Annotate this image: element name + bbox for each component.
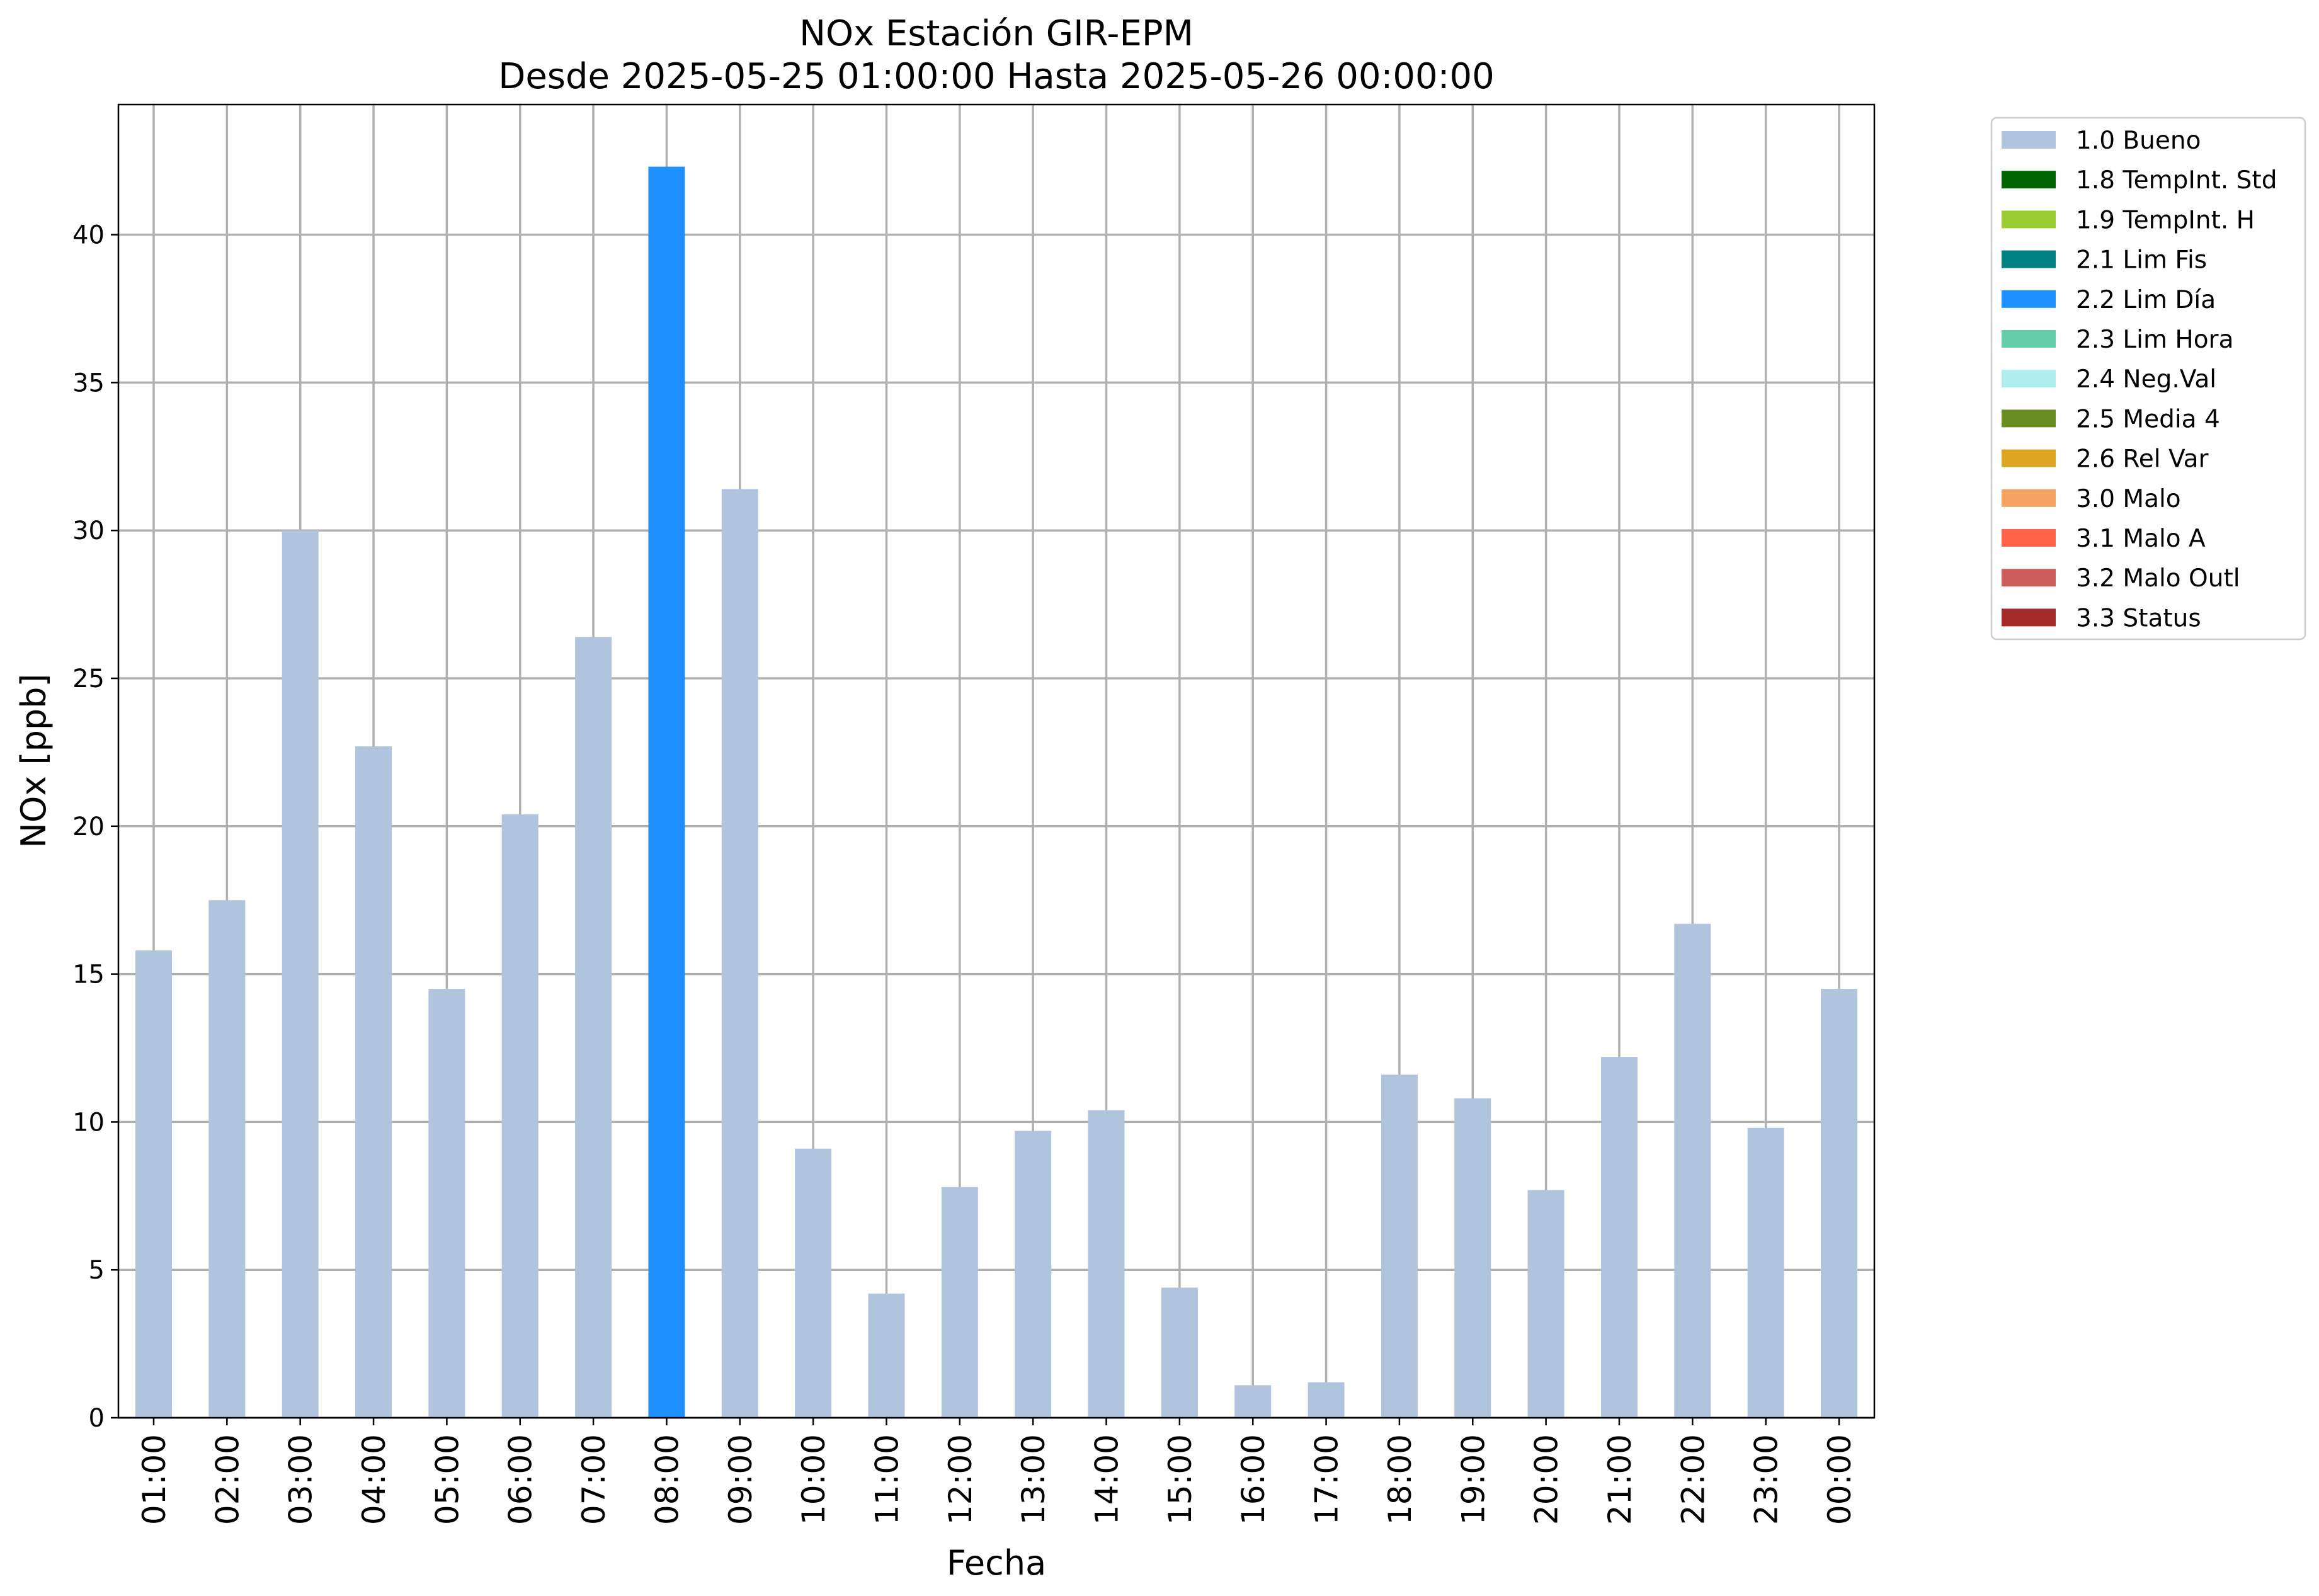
legend-label: 3.1 Malo A (2076, 525, 2206, 553)
legend-swatch (2002, 370, 2056, 388)
plot-frame (117, 103, 1876, 1419)
legend-label: 1.0 Bueno (2076, 127, 2201, 155)
bars (135, 166, 1857, 1418)
bar-0600 (501, 814, 538, 1418)
y-tick-label: 10 (72, 1108, 105, 1137)
legend-label: 1.9 TempInt. H (2076, 206, 2255, 234)
legend-swatch (2002, 569, 2056, 587)
bar-1500 (1161, 1287, 1198, 1418)
legend-label: 2.5 Media 4 (2076, 405, 2220, 433)
bar-0900 (721, 489, 758, 1418)
bar-1000 (795, 1148, 832, 1418)
x-tick-label: 09:00 (722, 1434, 759, 1525)
x-tick-label: 06:00 (503, 1434, 539, 1525)
y-tick-label: 20 (72, 812, 105, 841)
bar-0800 (648, 166, 685, 1418)
x-tick-label: 18:00 (1382, 1434, 1418, 1525)
x-axis-label: Fecha (947, 1543, 1046, 1583)
bar-1200 (941, 1187, 978, 1418)
x-tick-label: 11:00 (869, 1434, 905, 1525)
x-tick-label: 17:00 (1309, 1434, 1345, 1525)
legend-label: 3.3 Status (2076, 604, 2201, 632)
bar-0100 (135, 950, 172, 1418)
legend-swatch (2002, 290, 2056, 308)
bar-1700 (1308, 1382, 1345, 1418)
legend-label: 2.2 Lim Día (2076, 286, 2216, 314)
y-tick-label: 15 (72, 960, 105, 989)
legend-swatch (2002, 608, 2056, 627)
legend-label: 2.4 Neg.Val (2076, 365, 2216, 394)
legend-swatch (2002, 131, 2056, 149)
legend-swatch (2002, 529, 2056, 547)
x-axis-ticks: 01:00 02:00 03:00 04:00 05:00 06:00 07:00 08:00… (136, 1418, 1858, 1525)
x-tick-label: 10:00 (795, 1434, 832, 1525)
bar-2000 (1527, 1190, 1564, 1418)
bar-0700 (575, 637, 612, 1418)
legend-swatch (2002, 409, 2056, 428)
y-tick-label: 25 (72, 664, 105, 693)
x-tick-label: 03:00 (283, 1434, 319, 1525)
legend-swatch (2002, 250, 2056, 268)
y-axis-label: NOx [ppb] (14, 674, 54, 848)
y-tick-label: 0 (89, 1404, 105, 1433)
x-tick-label: 20:00 (1529, 1434, 1565, 1525)
chart-subtitle: Desde 2025-05-25 01:00:00 Hasta 2025-05-… (498, 56, 1495, 97)
x-tick-label: 07:00 (576, 1434, 612, 1525)
x-tick-label: 21:00 (1602, 1434, 1638, 1525)
legend-label: 2.6 Rel Var (2076, 445, 2209, 474)
plot-background (118, 105, 1874, 1418)
bar-2300 (1747, 1127, 1784, 1418)
legend-swatch (2002, 489, 2056, 507)
bar-0000 (1821, 989, 1857, 1418)
legend-swatch (2002, 330, 2056, 348)
bar-1400 (1088, 1110, 1125, 1418)
x-tick-label: 00:00 (1821, 1434, 1858, 1525)
x-tick-label: 04:00 (356, 1434, 392, 1525)
bar-1300 (1015, 1131, 1052, 1418)
legend-swatch (2002, 449, 2056, 467)
bar-1100 (868, 1293, 905, 1418)
bar-1800 (1381, 1074, 1418, 1418)
chart-title: NOx Estación GIR-EPM (799, 13, 1194, 54)
bar-1900 (1454, 1098, 1491, 1418)
legend-swatch (2002, 171, 2056, 189)
legend: 1.0 Bueno 1.8 TempInt. Std 1.9 TempInt. H 2… (1990, 117, 2306, 641)
legend-box (1990, 117, 2306, 641)
bar-0300 (282, 530, 319, 1418)
x-tick-label: 01:00 (136, 1434, 173, 1525)
y-tick-label: 35 (72, 368, 105, 397)
bar-0200 (208, 900, 246, 1418)
x-tick-label: 19:00 (1455, 1434, 1491, 1525)
y-axis-ticks: 0 5 10 15 20 25 30 35 40 (72, 221, 118, 1433)
x-tick-label: 08:00 (649, 1434, 685, 1525)
bar-0400 (355, 746, 392, 1418)
x-tick-label: 15:00 (1162, 1434, 1199, 1525)
y-tick-label: 40 (72, 221, 105, 250)
legend-label: 3.0 Malo (2076, 485, 2181, 513)
plot-area: 0 5 10 15 20 25 30 35 40 01:00 02:00 03:00 04:00 05:… (72, 103, 1876, 1525)
bar-2200 (1674, 923, 1711, 1418)
legend-label: 2.1 Lim Fis (2076, 246, 2207, 275)
y-tick-label: 5 (89, 1256, 105, 1285)
legend-label: 3.2 Malo Outl (2076, 564, 2240, 593)
bar-0500 (428, 989, 465, 1418)
bar-1600 (1234, 1385, 1272, 1418)
legend-items: 1.0 Bueno 1.8 TempInt. Std 1.9 TempInt. H 2… (2002, 127, 2277, 632)
bar-2100 (1600, 1057, 1638, 1418)
x-tick-label: 14:00 (1089, 1434, 1125, 1525)
legend-swatch (2002, 210, 2056, 229)
x-tick-label: 23:00 (1748, 1434, 1785, 1525)
x-tick-label: 02:00 (209, 1434, 246, 1525)
legend-label: 2.3 Lim Hora (2076, 326, 2234, 354)
x-tick-label: 12:00 (942, 1434, 979, 1525)
x-tick-label: 05:00 (429, 1434, 465, 1525)
legend-label: 1.8 TempInt. Std (2076, 166, 2277, 195)
y-tick-label: 30 (72, 516, 105, 545)
x-tick-label: 16:00 (1235, 1434, 1272, 1525)
x-tick-label: 22:00 (1675, 1434, 1711, 1525)
x-tick-label: 13:00 (1015, 1434, 1052, 1525)
